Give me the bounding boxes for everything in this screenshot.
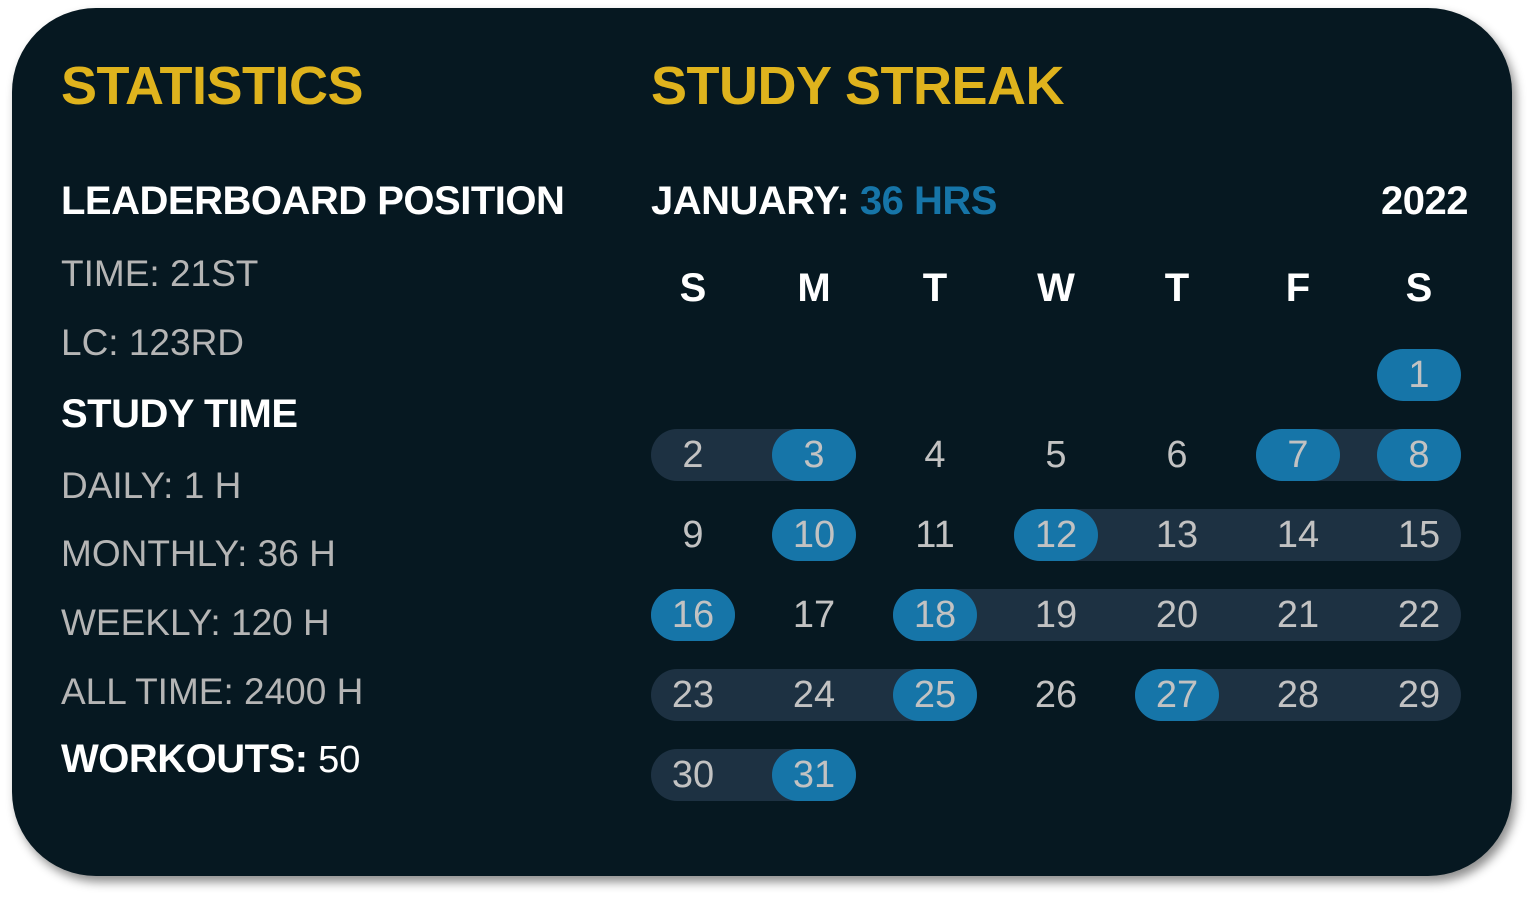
calendar-day-15[interactable]: 15 [1397,513,1441,556]
weekday-header: F [1285,266,1311,310]
calendar-day-11[interactable]: 11 [915,513,955,556]
calendar-day-8[interactable]: 8 [1377,429,1461,481]
workouts-value: 50 [307,739,361,781]
calendar-day-28[interactable]: 28 [1276,673,1320,716]
month-summary: JANUARY: 36 HRS [651,181,997,221]
calendar-day-25[interactable]: 25 [893,669,977,721]
workouts-line: WORKOUTS: 50 [61,739,360,779]
calendar-day-4[interactable]: 4 [924,433,946,476]
month-hours: 36 HRS [849,179,998,223]
weekday-header: S [679,266,707,310]
calendar-day-7[interactable]: 7 [1256,429,1340,481]
leaderboard-lc: LC: 123RD [61,322,245,363]
calendar-day-31[interactable]: 31 [772,749,856,801]
calendar-day-1[interactable]: 1 [1377,349,1461,401]
calendar-day-30[interactable]: 30 [671,753,715,796]
calendar-day-17[interactable]: 17 [792,593,836,636]
calendar-day-12[interactable]: 12 [1014,509,1098,561]
calendar-day-2[interactable]: 2 [682,433,704,476]
leaderboard-time: TIME: 21ST [61,253,259,294]
calendar-day-27[interactable]: 27 [1135,669,1219,721]
calendar-day-22[interactable]: 22 [1397,593,1441,636]
calendar-day-24[interactable]: 24 [792,673,836,716]
weekday-header: M [797,266,831,310]
calendar-day-21[interactable]: 21 [1276,593,1320,636]
study-time-heading: STUDY TIME [61,392,298,436]
weekday-header: S [1405,266,1433,310]
calendar-day-13[interactable]: 13 [1155,513,1199,556]
leaderboard-heading: LEADERBOARD POSITION [61,179,565,223]
calendar-day-29[interactable]: 29 [1397,673,1441,716]
calendar-day-19[interactable]: 19 [1034,593,1078,636]
weekday-header: T [1164,266,1190,310]
calendar-day-14[interactable]: 14 [1276,513,1320,556]
calendar-day-20[interactable]: 20 [1155,593,1199,636]
weekday-header: T [922,266,948,310]
study-all-time: ALL TIME: 2400 H [61,671,364,712]
study-weekly: WEEKLY: 120 H [61,602,330,643]
workouts-label: WORKOUTS: [61,737,308,781]
weekday-header: W [1037,266,1075,310]
calendar-day-6[interactable]: 6 [1166,433,1188,476]
year-label: 2022 [1381,179,1468,223]
calendar-day-5[interactable]: 5 [1045,433,1067,476]
calendar-day-26[interactable]: 26 [1034,673,1078,716]
month-label: JANUARY: [651,179,850,223]
streak-band [893,589,1461,641]
calendar-day-9[interactable]: 9 [682,513,704,556]
study-daily: DAILY: 1 H [61,465,242,506]
calendar-day-18[interactable]: 18 [893,589,977,641]
calendar-day-10[interactable]: 10 [772,509,856,561]
statistics-title: STATISTICS [61,56,364,116]
study-monthly: MONTHLY: 36 H [61,533,336,574]
calendar-day-16[interactable]: 16 [651,589,735,641]
calendar-day-3[interactable]: 3 [772,429,856,481]
calendar-day-23[interactable]: 23 [671,673,715,716]
study-streak-title: STUDY STREAK [651,56,1065,116]
